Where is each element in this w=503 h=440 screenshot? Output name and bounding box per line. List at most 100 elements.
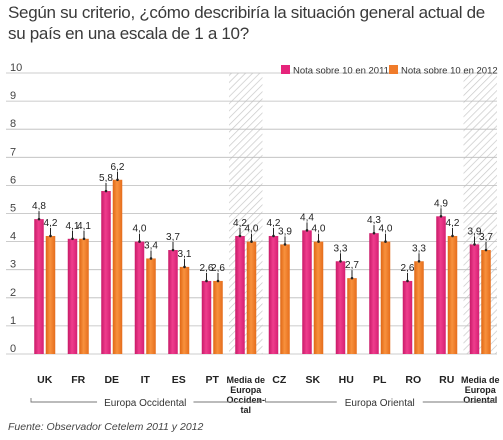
label-dot-0-1 [71,237,74,241]
data-label-1-9: 2,7 [345,260,359,271]
bar-1-11 [414,261,424,354]
x-tick-label-line: Oriental [463,395,497,405]
data-label-0-3: 4,0 [133,224,147,235]
bar-0-11 [402,280,413,354]
x-tick-label-12: RU [439,374,454,386]
data-label-0-11: 2,6 [401,263,415,274]
label-dot-0-2 [104,189,108,193]
data-label-1-13: 3,7 [479,232,493,243]
label-dot-1-13 [484,248,488,252]
legend: Nota sobre 10 en 2011 Nota sobre 10 en 20… [281,65,498,77]
bar-0-8 [302,230,312,354]
label-dot-1-7 [283,243,287,246]
data-label-0-9: 3,3 [334,243,348,254]
x-tick-label-line: FR [71,374,85,386]
x-tick-label-2: DE [104,374,119,386]
label-dot-1-8 [317,240,320,243]
x-tick-label-line: Media de [226,375,265,385]
data-label-0-12: 4,9 [434,198,448,209]
label-dot-0-13 [473,243,476,246]
bar-1-5 [213,280,223,354]
bar-0-0 [34,219,44,354]
data-label-0-5: 2,6 [200,263,214,274]
group-label-0: Europa Occidental [104,398,186,409]
x-tick-labels: UK FR DE IT ES PT Media de Europa Occiden-tal CZ S… [37,374,499,415]
data-label-1-0: 4,2 [44,218,58,229]
bar-1-13 [481,250,491,354]
data-label-0-13: 3,9 [468,226,482,237]
label-dot-0-4 [171,248,175,252]
data-label-1-1: 4,1 [77,221,91,232]
data-label-0-6: 4,2 [233,218,247,229]
data-label-1-6: 4,0 [245,224,259,235]
x-tick-label-10: PL [373,374,387,386]
y-tick-label-6: 6 [10,174,16,186]
data-label-0-0: 4,8 [32,201,46,212]
bar-0-4 [168,250,178,354]
bar-0-12 [436,216,446,354]
label-dot-1-4 [183,265,186,269]
x-tick-label-line: PT [206,374,220,386]
bar-series [34,179,491,354]
x-tick-label-4: ES [172,374,186,386]
data-label-1-4: 3,1 [178,249,192,260]
y-tick-label-9: 9 [10,90,16,102]
bar-1-12 [447,235,458,354]
group-label-1: Europa Oriental [345,398,415,409]
x-tick-label-9: HU [339,374,354,386]
x-tick-label-6: Media de Europa Occiden-tal [226,375,265,415]
bar-1-1 [79,238,89,354]
label-dot-1-12 [451,234,454,238]
y-tick-label-5: 5 [10,203,16,215]
data-label-1-8: 4,0 [312,224,326,235]
bar-1-0 [45,235,56,354]
x-tick-label-line: Occiden- [226,395,265,405]
x-tick-label-line: ES [172,374,186,386]
x-tick-label-3: IT [141,374,151,386]
x-tick-label-line: SK [305,374,320,386]
label-dot-1-1 [82,237,86,241]
bar-0-2 [101,191,111,354]
data-label-0-1: 4,1 [66,221,80,232]
data-label-0-7: 4,2 [267,218,281,229]
data-label-1-2: 6,2 [111,162,125,173]
x-tick-label-line: UK [37,374,53,386]
x-tick-label-line: Media de [461,375,500,385]
x-tick-label-line: HU [339,374,354,386]
data-label-1-7: 3,9 [278,226,292,237]
data-label-0-10: 4,3 [367,215,381,226]
x-tick-label-7: CZ [272,374,287,386]
bar-1-10 [380,241,391,354]
bar-0-1 [67,238,78,354]
data-label-1-5: 2,6 [211,263,225,274]
x-tick-label-11: RO [405,374,421,386]
label-dot-1-0 [49,234,52,238]
group-label-bg-1 [336,396,423,408]
label-dot-0-7 [272,234,275,238]
data-label-1-11: 3,3 [412,243,426,254]
group-brackets: Europa Occidental Europa Oriental [30,396,495,409]
legend-label-1: Nota sobre 10 en 2012 [401,66,498,77]
label-dot-0-3 [138,240,141,243]
x-tick-label-line: RU [439,374,454,386]
label-dot-1-2 [116,178,119,182]
x-tick-label-8: SK [305,374,320,386]
legend-swatch-1 [389,65,398,74]
bar-0-5 [201,280,212,354]
y-tick-label-2: 2 [10,287,16,299]
y-tick-label-0: 0 [10,343,16,355]
data-label-1-10: 4,0 [379,224,393,235]
label-dot-1-11 [417,259,421,263]
label-dot-0-0 [37,217,41,221]
label-dot-1-5 [216,279,220,283]
label-dot-1-9 [350,276,354,280]
bar-1-4 [179,266,190,354]
x-tick-label-line: IT [141,374,151,386]
data-label-1-3: 3,4 [144,240,158,251]
label-dot-1-6 [250,240,253,243]
label-dot-0-10 [372,231,376,235]
legend-label-0: Nota sobre 10 en 2011 [293,66,389,77]
bar-0-6 [235,235,245,354]
y-tick-label-1: 1 [10,315,16,327]
